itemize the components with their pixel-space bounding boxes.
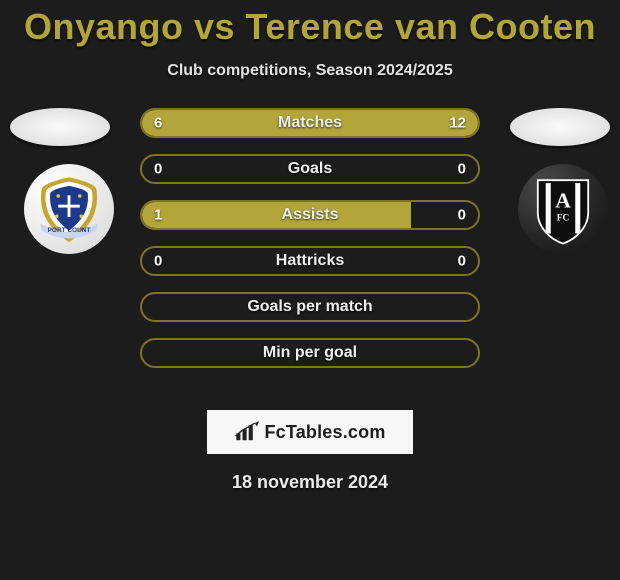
academico-crest-icon: A FC [527,173,599,245]
stat-fill-left [142,202,411,228]
stat-value-left: 0 [154,161,162,178]
fctables-logo-icon [234,421,262,443]
stat-row: 0 0 Hattricks [140,246,480,276]
svg-text:PORT COUNT: PORT COUNT [48,227,91,234]
page-title: Onyango vs Terence van Cooten [0,6,620,48]
stat-value-left: 0 [154,253,162,270]
stat-row: 0 0 Goals [140,154,480,184]
player-photo-left [10,108,110,146]
date-text: 18 november 2024 [0,472,620,493]
svg-text:FC: FC [557,214,570,224]
club-crest-right: A FC [518,164,608,254]
stat-label: Matches [278,114,342,132]
stat-value-right: 12 [449,115,466,132]
player-photo-right [510,108,610,146]
brand-badge: FcTables.com [207,410,413,454]
stat-row: Goals per match [140,292,480,322]
svg-text:A: A [555,189,571,213]
stockport-crest-icon: PORT COUNT [33,173,105,245]
stat-label: Assists [282,206,339,224]
stat-label: Hattricks [276,252,344,270]
stat-value-right: 0 [458,253,466,270]
club-crest-left: PORT COUNT [24,164,114,254]
stat-row: Min per goal [140,338,480,368]
stat-row: 1 0 Assists [140,200,480,230]
stat-value-left: 1 [154,207,162,224]
brand-text: FcTables.com [264,422,385,443]
subtitle: Club competitions, Season 2024/2025 [0,62,620,80]
stat-rows: 6 12 Matches 0 0 Goals 1 0 Assists 0 0 Hattricks Goa… [140,108,480,384]
comparison-area: PORT COUNT A FC 6 12 Matches 0 0 Goals 1 0 Assis… [0,108,620,408]
stat-label: Goals per match [247,298,372,316]
stat-label: Min per goal [263,344,357,362]
stat-value-right: 0 [458,161,466,178]
stat-row: 6 12 Matches [140,108,480,138]
stat-label: Goals [288,160,332,178]
stat-value-left: 6 [154,115,162,132]
stat-value-right: 0 [458,207,466,224]
